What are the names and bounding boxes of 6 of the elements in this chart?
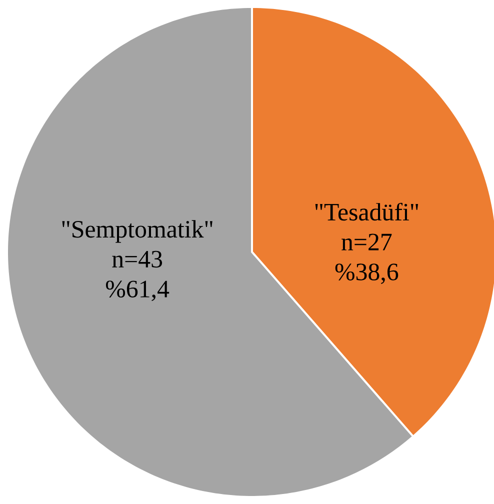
- data-label: n=43: [112, 250, 162, 268]
- slice-label: "Tesadüfi": [315, 202, 418, 221]
- slice-label: "Semptomatik": [62, 220, 212, 243]
- text: %61,4: [106, 280, 170, 302]
- text: %38,6: [335, 264, 398, 284]
- data-label: n=27: [342, 234, 392, 250]
